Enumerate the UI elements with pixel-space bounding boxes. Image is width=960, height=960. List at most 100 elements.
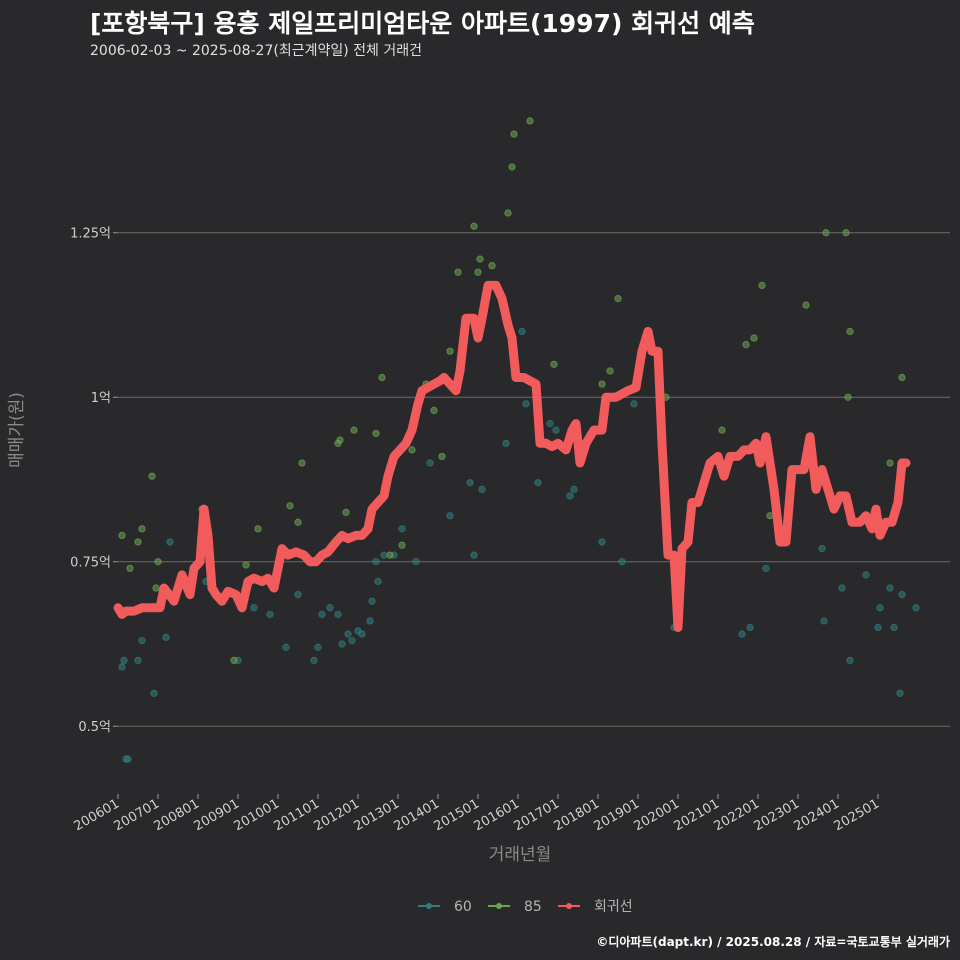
x-tick-label: 202201: [712, 796, 762, 834]
data-point-85: [822, 229, 830, 237]
data-point-60: [150, 689, 158, 697]
data-point-60: [630, 400, 638, 408]
x-tick-label: 202501: [832, 796, 882, 834]
legend: 60 85 회귀선: [418, 899, 633, 915]
x-tick-label: 201301: [352, 796, 402, 834]
data-point-60: [552, 426, 560, 434]
y-tick-label: 1억: [91, 391, 111, 406]
credit-line: ©디아파트(dapt.kr) / 2025.08.28 / 자료=국토교통부 실…: [596, 935, 950, 949]
legend-swatch-dot: [426, 903, 432, 909]
data-point-60: [162, 633, 170, 641]
data-point-60: [266, 610, 274, 618]
y-tick-label: 0.75억: [70, 556, 111, 571]
data-point-85: [242, 561, 250, 569]
data-point-60: [338, 640, 346, 648]
data-point-60: [366, 617, 374, 625]
data-point-60: [314, 643, 322, 651]
legend-label: 85: [524, 899, 542, 915]
x-axis-title: 거래년월: [489, 845, 552, 865]
data-point-60: [294, 591, 302, 599]
data-point-60: [874, 623, 882, 632]
data-point-85: [254, 525, 262, 533]
regression-layer: [113, 280, 911, 632]
data-point-60: [862, 571, 870, 579]
data-point-60: [326, 604, 334, 612]
data-point-85: [430, 406, 438, 414]
y-axis-title: 매매가(원): [7, 392, 27, 468]
x-tick-label: 201701: [512, 796, 562, 834]
data-point-60: [368, 597, 376, 605]
data-point-85: [614, 294, 622, 303]
data-point-60: [138, 637, 146, 645]
x-tick-label: 202401: [792, 796, 842, 834]
data-point-85: [386, 551, 394, 559]
data-point-60: [412, 558, 420, 566]
data-point-85: [718, 426, 726, 434]
x-tick-label: 201801: [552, 796, 602, 834]
data-point-85: [886, 459, 894, 467]
chart-title: [포항북구] 용흥 제일프리미엄타운 아파트(1997) 회귀선 예측: [90, 9, 755, 38]
data-point-60: [380, 551, 388, 559]
data-point-85: [476, 255, 484, 263]
data-point-60: [318, 610, 326, 618]
data-point-60: [898, 591, 906, 599]
data-point-85: [152, 584, 160, 592]
data-point-85: [606, 367, 614, 375]
data-point-60: [738, 630, 746, 638]
points-layer: [118, 117, 920, 763]
x-tick-label: 201901: [592, 796, 642, 834]
data-point-60: [250, 604, 258, 612]
data-point-85: [230, 656, 238, 665]
data-point-85: [598, 380, 606, 388]
data-point-60: [374, 577, 382, 586]
data-point-60: [478, 485, 486, 493]
data-point-60: [896, 689, 904, 697]
x-tick-label: 202301: [752, 796, 802, 834]
data-point-85: [286, 502, 294, 510]
data-point-60: [118, 663, 126, 671]
data-point-85: [342, 508, 350, 516]
x-tick-label: 201101: [272, 796, 322, 834]
x-tick-label: 202101: [672, 796, 722, 834]
data-point-85: [844, 393, 852, 401]
legend-item: 60: [418, 899, 472, 915]
data-point-60: [502, 439, 510, 447]
data-point-60: [348, 637, 356, 645]
data-point-85: [294, 518, 302, 526]
data-point-60: [570, 485, 578, 493]
data-point-60: [912, 604, 920, 612]
legend-item: 회귀선: [558, 899, 633, 915]
data-point-85: [842, 229, 850, 237]
x-tick-label: 201501: [432, 796, 482, 834]
data-point-85: [378, 373, 386, 382]
data-point-85: [526, 117, 534, 125]
data-point-60: [344, 630, 352, 638]
data-point-60: [124, 755, 132, 763]
data-point-60: [890, 623, 898, 632]
data-point-60: [372, 558, 380, 566]
data-point-60: [398, 525, 406, 533]
data-point-85: [118, 531, 126, 540]
data-point-85: [510, 130, 518, 138]
legend-item: 85: [488, 899, 542, 915]
data-point-60: [134, 656, 142, 665]
data-point-60: [522, 400, 530, 408]
data-point-85: [898, 373, 906, 382]
data-point-85: [148, 472, 156, 480]
x-tick-label: 201201: [312, 796, 362, 834]
data-point-60: [334, 610, 342, 618]
data-point-85: [350, 426, 358, 434]
data-point-60: [876, 604, 884, 612]
data-point-85: [138, 525, 146, 533]
data-point-85: [550, 360, 558, 368]
data-point-60: [470, 551, 478, 559]
data-point-85: [470, 222, 478, 230]
data-point-60: [426, 459, 434, 467]
data-point-60: [598, 538, 606, 546]
x-tick-label: 201601: [472, 796, 522, 834]
data-point-60: [358, 630, 366, 638]
data-point-85: [408, 446, 416, 454]
data-point-60: [618, 558, 626, 566]
data-point-85: [454, 268, 462, 276]
